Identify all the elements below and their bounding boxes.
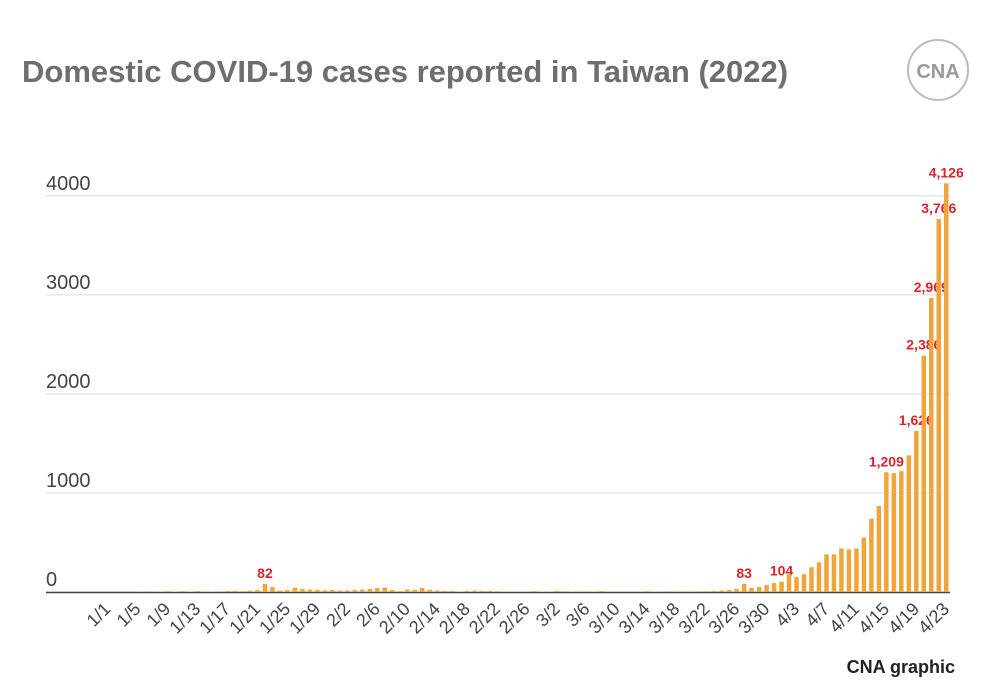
bar bbox=[794, 577, 798, 592]
bar bbox=[248, 591, 252, 592]
bar bbox=[323, 590, 327, 592]
bar bbox=[802, 574, 806, 592]
bar bbox=[255, 590, 259, 592]
y-tick-label: 3000 bbox=[46, 272, 91, 294]
bar bbox=[877, 506, 881, 592]
data-label: 83 bbox=[736, 565, 752, 581]
bar bbox=[749, 588, 753, 592]
bar bbox=[427, 590, 431, 592]
bar bbox=[772, 583, 776, 592]
bar bbox=[892, 473, 896, 592]
bar bbox=[338, 591, 342, 592]
bar bbox=[225, 591, 229, 592]
bar bbox=[847, 549, 851, 592]
bar bbox=[532, 591, 536, 592]
bar bbox=[218, 591, 222, 592]
bar bbox=[308, 590, 312, 592]
bar bbox=[809, 567, 813, 592]
data-label: 2,969 bbox=[914, 279, 949, 295]
bar bbox=[839, 548, 843, 592]
bar bbox=[525, 591, 529, 592]
logo-text: CNA bbox=[916, 61, 959, 83]
bar bbox=[704, 591, 708, 592]
bar bbox=[854, 548, 858, 592]
bar bbox=[944, 183, 948, 592]
bar bbox=[420, 588, 424, 592]
bar bbox=[180, 591, 184, 592]
bar bbox=[937, 219, 941, 592]
bar bbox=[764, 585, 768, 592]
bar bbox=[375, 588, 379, 592]
bar bbox=[480, 591, 484, 592]
bar bbox=[742, 584, 746, 592]
y-tick-label: 2000 bbox=[46, 371, 91, 393]
logo: CNA bbox=[908, 40, 968, 100]
data-label: 82 bbox=[257, 565, 273, 581]
bar bbox=[824, 554, 828, 592]
bar bbox=[907, 455, 911, 592]
bar bbox=[442, 591, 446, 592]
bar bbox=[922, 356, 926, 592]
bar bbox=[278, 591, 282, 592]
y-tick-label: 1000 bbox=[46, 470, 91, 492]
bar bbox=[622, 591, 626, 592]
bar bbox=[487, 591, 491, 592]
bar bbox=[360, 590, 364, 592]
bar bbox=[914, 431, 918, 592]
bar bbox=[757, 587, 761, 592]
bar bbox=[929, 298, 933, 592]
bar bbox=[787, 574, 791, 592]
chart-title: Domestic COVID-19 cases reported in Taiw… bbox=[22, 54, 788, 89]
bar bbox=[293, 588, 297, 592]
bar bbox=[233, 591, 237, 592]
bar bbox=[300, 589, 304, 592]
bar bbox=[390, 590, 394, 592]
y-tick-label: 0 bbox=[46, 569, 57, 591]
bar bbox=[450, 591, 454, 592]
bar bbox=[779, 582, 783, 592]
bar bbox=[869, 519, 873, 592]
bar bbox=[884, 472, 888, 592]
bar bbox=[263, 584, 267, 592]
bar bbox=[435, 591, 439, 592]
bar bbox=[165, 591, 169, 592]
source: CNA graphic bbox=[847, 657, 955, 677]
bar bbox=[465, 591, 469, 592]
data-label: 1,209 bbox=[869, 453, 904, 469]
bar bbox=[345, 590, 349, 592]
bar bbox=[285, 590, 289, 592]
bar bbox=[353, 590, 357, 592]
bar bbox=[368, 589, 372, 592]
bar bbox=[899, 471, 903, 592]
bar bbox=[405, 590, 409, 592]
bar bbox=[719, 591, 723, 592]
bar bbox=[383, 588, 387, 592]
bar bbox=[712, 591, 716, 592]
data-label: 2,386 bbox=[906, 337, 941, 353]
y-tick-label: 4000 bbox=[46, 173, 91, 195]
bar bbox=[330, 590, 334, 592]
bar bbox=[270, 587, 274, 592]
bar bbox=[645, 591, 649, 592]
bar bbox=[412, 590, 416, 592]
bar bbox=[734, 589, 738, 592]
bar bbox=[495, 591, 499, 592]
bar bbox=[315, 590, 319, 592]
bar bbox=[240, 591, 244, 592]
bar bbox=[832, 554, 836, 592]
bar bbox=[600, 591, 604, 592]
bar bbox=[397, 591, 401, 592]
bar bbox=[862, 538, 866, 592]
bar bbox=[195, 591, 199, 592]
bar bbox=[562, 591, 566, 592]
bar bbox=[203, 591, 207, 592]
bar bbox=[817, 562, 821, 592]
data-label: 1,626 bbox=[899, 412, 934, 428]
bar bbox=[727, 590, 731, 592]
data-label: 3,766 bbox=[921, 200, 956, 216]
bar bbox=[472, 591, 476, 592]
data-label: 4,126 bbox=[929, 164, 964, 180]
bar bbox=[555, 591, 559, 592]
